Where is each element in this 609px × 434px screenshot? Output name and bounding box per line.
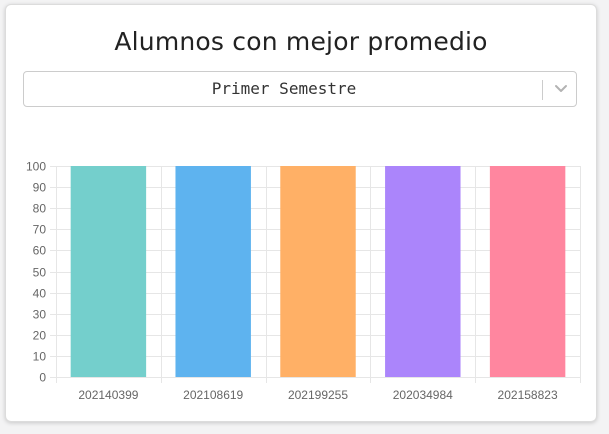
semester-select-value: Primer Semestre bbox=[211, 79, 357, 98]
y-tick-label: 20 bbox=[33, 329, 47, 343]
y-tick-label: 60 bbox=[33, 244, 47, 258]
y-tick-label: 80 bbox=[33, 202, 47, 216]
y-tick-label: 50 bbox=[33, 266, 47, 280]
select-separator bbox=[542, 80, 543, 100]
x-tick-label: 202108619 bbox=[183, 388, 243, 402]
y-tick-label: 10 bbox=[33, 350, 47, 364]
semester-select[interactable]: Primer Semestre bbox=[23, 71, 577, 107]
bar-202140399 bbox=[70, 166, 147, 377]
card-title: Alumnos con mejor promedio bbox=[114, 27, 488, 56]
x-tick-label: 202158823 bbox=[498, 388, 558, 402]
y-tick-label: 100 bbox=[26, 160, 46, 174]
bar-202034984 bbox=[385, 166, 461, 377]
x-tick-label: 202140399 bbox=[78, 388, 138, 402]
y-tick-label: 40 bbox=[33, 287, 47, 301]
y-tick-label: 70 bbox=[33, 223, 47, 237]
y-tick-label: 0 bbox=[39, 371, 46, 385]
x-tick-label: 202034984 bbox=[393, 388, 453, 402]
x-tick-label: 202199255 bbox=[288, 388, 348, 402]
bar-202158823 bbox=[489, 166, 566, 377]
y-tick-label: 30 bbox=[33, 308, 47, 322]
bar-202108619 bbox=[175, 166, 251, 377]
y-tick-label: 90 bbox=[33, 181, 47, 195]
chevron-down-icon[interactable] bbox=[546, 72, 576, 106]
bar-202199255 bbox=[280, 166, 356, 377]
